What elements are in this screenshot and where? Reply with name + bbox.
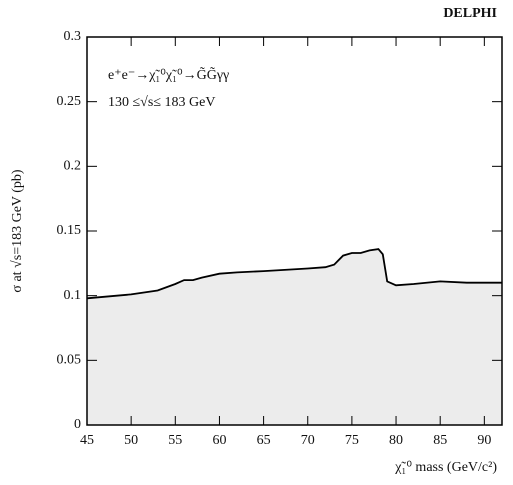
x-tick-label: 50 xyxy=(124,433,138,448)
annotation: e⁺e⁻→χ̃₁⁰χ̃₁⁰→G̃G̃γγ xyxy=(108,66,229,83)
y-axis-label: σ at √s=183 GeV (pb) xyxy=(10,169,25,293)
y-tick-label: 0.25 xyxy=(57,94,82,109)
x-axis-label: χ̃₁⁰ mass (GeV/c²) xyxy=(394,460,497,475)
experiment-label: DELPHI xyxy=(443,6,497,21)
y-tick-label: 0.05 xyxy=(57,353,82,368)
x-tick-label: 75 xyxy=(345,433,359,448)
y-tick-label: 0.1 xyxy=(64,288,82,303)
x-tick-label: 55 xyxy=(168,433,182,448)
x-tick-label: 65 xyxy=(257,433,271,448)
x-tick-label: 45 xyxy=(80,433,94,448)
x-tick-label: 70 xyxy=(301,433,315,448)
x-tick-label: 80 xyxy=(389,433,403,448)
y-tick-label: 0.3 xyxy=(64,29,82,44)
curve xyxy=(86,248,502,300)
x-tick-label: 90 xyxy=(477,433,491,448)
annotation: 130 ≤√s≤ 183 GeV xyxy=(108,95,215,110)
x-tick-label: 85 xyxy=(433,433,447,448)
area xyxy=(87,249,502,425)
y-tick-label: 0.15 xyxy=(57,223,82,238)
y-tick-label: 0.2 xyxy=(64,159,82,174)
x-tick-label: 60 xyxy=(212,433,226,448)
y-tick-label: 0 xyxy=(74,417,81,432)
